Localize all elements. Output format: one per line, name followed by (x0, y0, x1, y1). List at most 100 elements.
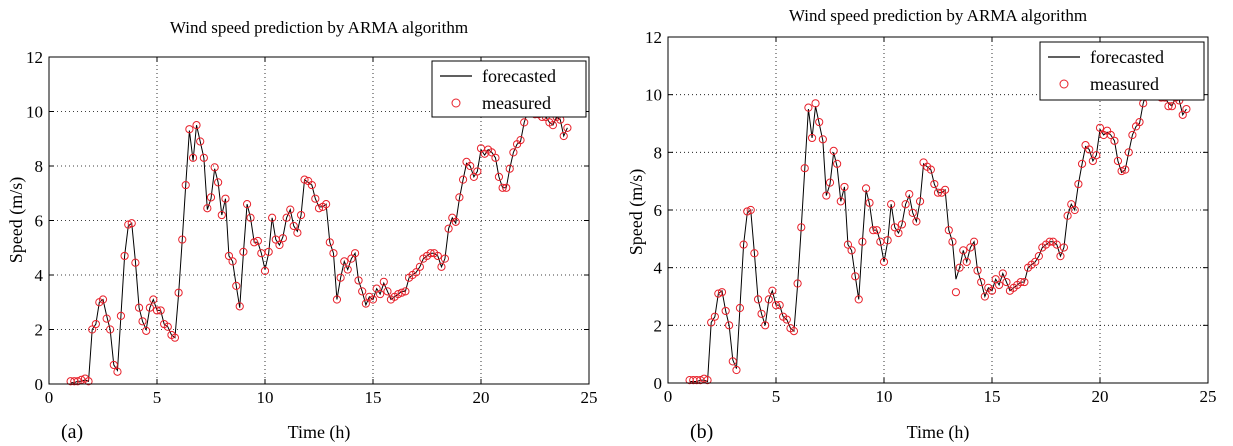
data-point-measured (415, 262, 424, 271)
data-point-measured (843, 240, 853, 249)
data-point-measured (559, 131, 568, 141)
data-point-measured (311, 194, 320, 203)
data-point-measured (228, 257, 237, 266)
data-point-measured (764, 295, 773, 304)
y-tick-label: 6 (654, 201, 663, 220)
y-tick-label: 0 (35, 375, 44, 394)
x-tick-label: 0 (45, 388, 54, 407)
x-tick-label: 5 (772, 387, 781, 406)
data-point-measured (941, 185, 950, 194)
data-point-measured (818, 135, 827, 144)
data-point-measured (185, 125, 194, 134)
data-point-measured (232, 281, 241, 290)
data-point-measured (1110, 136, 1119, 145)
data-point-measured (466, 161, 475, 171)
data-point-measured (728, 357, 737, 366)
data-point-measured (196, 137, 205, 146)
chart-title: Wind speed prediction by ARMA algorithm (170, 18, 468, 37)
data-point-measured (879, 257, 889, 266)
data-point-measured (1121, 165, 1130, 174)
data-point-measured (520, 118, 529, 127)
x-tick-label: 25 (581, 388, 598, 407)
data-point-measured (800, 164, 809, 173)
panel-label: (b) (690, 421, 713, 443)
data-point-measured (563, 123, 572, 132)
data-point-measured (858, 237, 867, 246)
data-point-measured (797, 223, 806, 232)
y-tick-label: 12 (26, 48, 43, 67)
series-line-forecasted (689, 84, 1187, 383)
data-point-measured (1167, 102, 1177, 111)
data-point-measured (152, 306, 162, 315)
data-point-measured (973, 266, 982, 275)
data-point-measured (98, 295, 108, 304)
data-point-measured (854, 295, 863, 304)
data-point-measured (88, 325, 97, 334)
data-point-measured (131, 258, 140, 267)
legend: forecasted measured (431, 60, 587, 118)
x-tick-label: 0 (664, 387, 673, 406)
data-point-measured (102, 314, 111, 323)
data-point-measured (322, 200, 331, 209)
data-point-measured (782, 315, 791, 324)
data-point-measured (210, 163, 219, 172)
data-point-measured (1077, 159, 1087, 168)
data-point-measured (505, 164, 514, 173)
grid (668, 37, 1208, 383)
chart-panel-b: Wind speed prediction by ARMA algorithm … (626, 6, 1217, 443)
data-point-measured (379, 277, 388, 286)
data-point-measured (120, 251, 129, 261)
data-point-measured (707, 318, 716, 327)
data-point-measured (116, 311, 126, 320)
data-point-measured (289, 221, 298, 231)
data-point-measured (1016, 277, 1025, 287)
data-point-measured (282, 213, 291, 222)
data-point-measured (807, 133, 817, 143)
y-tick-label: 4 (35, 266, 44, 285)
legend-label: measured (1090, 74, 1159, 94)
data-point-measured (84, 377, 93, 386)
data-point-measured (833, 159, 842, 168)
y-tick-label: 2 (35, 321, 44, 340)
data-point-measured (494, 172, 504, 181)
data-point-measured (1164, 102, 1173, 111)
data-point-measured (1074, 179, 1083, 189)
data-point-measured (437, 262, 446, 271)
series-line-forecasted (70, 104, 568, 384)
data-point-measured (174, 288, 183, 297)
data-point-measured (455, 193, 464, 202)
data-point-measured (739, 240, 748, 249)
data-point-measured (329, 249, 338, 258)
data-point-measured (735, 303, 745, 313)
data-point-measured (1124, 148, 1133, 157)
data-point-measured (296, 210, 306, 220)
y-tick-label: 8 (35, 157, 44, 176)
data-point-measured (253, 236, 262, 246)
data-point-measured (1117, 166, 1126, 176)
data-point-measured (473, 167, 482, 176)
y-tick-label: 4 (654, 259, 663, 278)
data-point-measured (804, 103, 813, 112)
data-point-measured (750, 249, 759, 258)
data-point-measured (1020, 277, 1029, 287)
data-point-measured (872, 226, 881, 235)
data-point-measured (433, 251, 442, 261)
data-point-measured (199, 153, 208, 162)
x-tick-label: 20 (1092, 387, 1109, 406)
data-point-measured (444, 224, 453, 233)
data-point-measured (224, 251, 234, 261)
data-point-measured (451, 217, 460, 226)
data-point-measured (383, 287, 392, 296)
data-point-measured (710, 312, 719, 321)
data-point-measured (926, 165, 935, 174)
data-point-measured (930, 179, 939, 189)
data-point-measured (246, 213, 255, 222)
data-point-measured (235, 302, 244, 311)
data-point-measured (1063, 211, 1072, 220)
data-point-measured (1135, 117, 1144, 127)
data-point-measured (397, 288, 406, 297)
data-point-measured (142, 326, 151, 335)
data-point-measured (1052, 240, 1061, 249)
data-point-measured (286, 205, 295, 214)
x-axis-label: Time (h) (288, 422, 351, 443)
